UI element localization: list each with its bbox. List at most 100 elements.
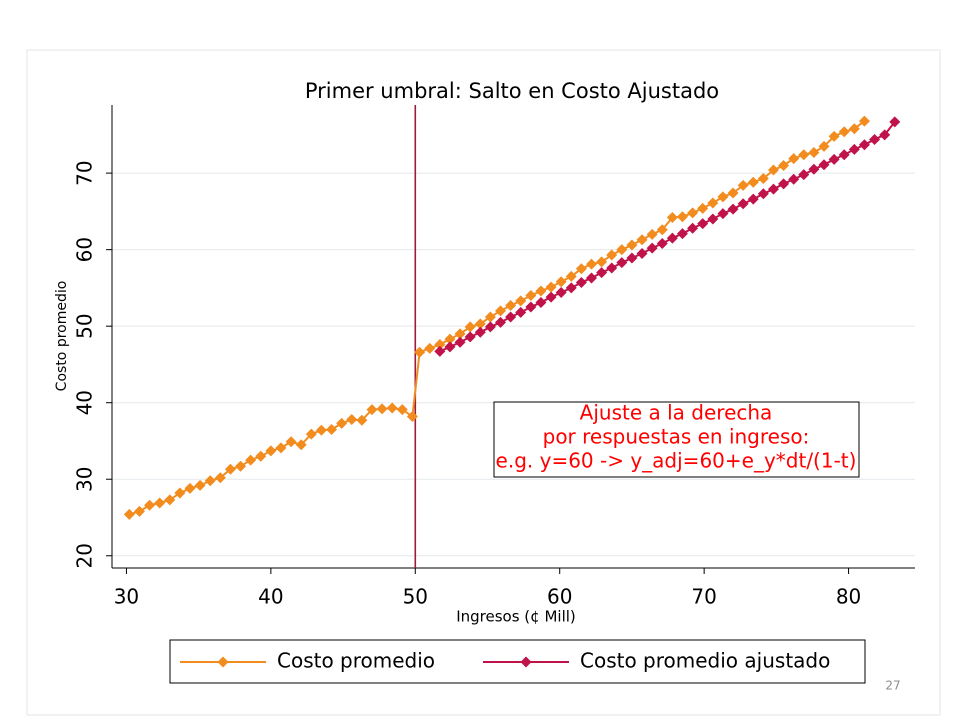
point	[575, 263, 587, 275]
point	[818, 140, 830, 152]
point	[525, 301, 537, 313]
point	[464, 321, 476, 333]
point	[616, 257, 628, 269]
point	[737, 198, 749, 210]
point	[495, 305, 507, 317]
annotation-text: por respuestas en ingreso:	[543, 425, 810, 449]
point	[376, 403, 388, 415]
point	[747, 176, 759, 188]
point	[164, 494, 176, 506]
point	[757, 188, 769, 200]
point	[828, 153, 840, 165]
point	[194, 479, 206, 491]
point	[535, 296, 547, 308]
point	[596, 267, 608, 279]
point	[386, 402, 398, 414]
point	[545, 291, 557, 303]
point	[676, 211, 688, 223]
point	[454, 328, 466, 340]
point	[676, 228, 688, 240]
point	[687, 222, 699, 234]
point	[697, 218, 709, 230]
point	[204, 475, 216, 487]
point	[245, 454, 257, 466]
point	[144, 499, 156, 511]
point	[879, 129, 891, 141]
point	[858, 115, 870, 127]
point	[336, 417, 348, 429]
point	[575, 277, 587, 289]
point	[406, 410, 418, 422]
point	[484, 311, 496, 323]
point	[265, 445, 277, 457]
point	[464, 331, 476, 343]
chart-title: Primer umbral: Salto en Costo Ajustado	[305, 79, 719, 103]
point	[838, 126, 850, 138]
x-tick-label: 60	[547, 585, 572, 609]
point	[235, 460, 247, 472]
point	[848, 123, 860, 135]
point	[275, 442, 287, 454]
point	[255, 450, 267, 462]
point	[616, 244, 628, 256]
point	[214, 472, 226, 484]
point	[727, 187, 739, 199]
point	[737, 179, 749, 191]
point	[798, 149, 810, 161]
x-axis-label: Ingresos (¢ Mill)	[456, 608, 576, 626]
point	[606, 249, 618, 261]
point	[858, 139, 870, 151]
point	[133, 505, 145, 517]
point	[636, 247, 648, 259]
point	[848, 143, 860, 155]
point	[444, 341, 456, 353]
point	[184, 482, 196, 494]
point	[484, 321, 496, 333]
point	[707, 213, 719, 225]
point	[646, 242, 658, 254]
point	[707, 197, 719, 209]
annotation-box	[493, 401, 860, 478]
point	[838, 149, 850, 161]
point	[808, 146, 820, 158]
point	[636, 234, 648, 246]
point	[366, 404, 378, 416]
point	[515, 295, 527, 307]
point	[505, 300, 517, 312]
point	[606, 262, 618, 274]
point	[414, 346, 426, 358]
point	[788, 173, 800, 185]
x-tick-label: 40	[258, 585, 283, 609]
point	[565, 282, 577, 294]
point	[666, 211, 678, 223]
point	[315, 424, 327, 436]
point	[889, 116, 901, 128]
x-tick-label: 50	[403, 585, 428, 609]
point	[295, 439, 307, 451]
point	[869, 133, 881, 145]
point	[585, 272, 597, 284]
point	[154, 497, 166, 509]
point	[596, 256, 608, 268]
point	[666, 232, 678, 244]
point	[626, 252, 638, 264]
y-tick-label: 20	[73, 543, 97, 568]
point	[626, 239, 638, 251]
point	[545, 281, 557, 293]
series-line	[439, 121, 896, 353]
point	[495, 316, 507, 328]
point	[444, 333, 456, 345]
point	[396, 404, 408, 416]
legend-marker	[520, 656, 532, 668]
point	[828, 130, 840, 142]
point	[565, 270, 577, 282]
point	[224, 463, 236, 475]
point	[727, 203, 739, 215]
point	[123, 508, 135, 520]
point	[525, 290, 537, 302]
x-tick-label: 80	[836, 585, 861, 609]
point	[767, 183, 779, 195]
point	[424, 342, 436, 354]
point	[767, 164, 779, 176]
